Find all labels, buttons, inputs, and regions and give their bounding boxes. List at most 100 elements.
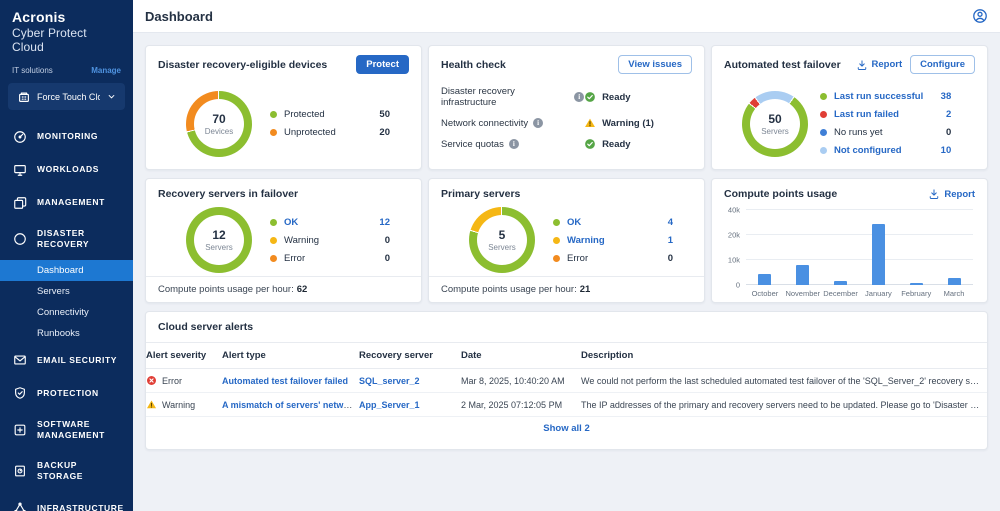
recovery-legend: OK 12 Warning 0 Error 0	[270, 217, 390, 264]
sidebar-item-backup-storage[interactable]: BACKUP STORAGE	[0, 451, 133, 492]
manage-link[interactable]: Manage	[91, 66, 121, 75]
legend-label[interactable]: OK	[284, 216, 299, 228]
alert-severity: Error	[146, 375, 216, 386]
sidebar-item-email-security[interactable]: EMAIL SECURITY	[0, 344, 133, 377]
alerts-title: Cloud server alerts	[146, 312, 987, 343]
nodes-icon	[12, 501, 27, 511]
sidebar-subitem-runbooks[interactable]: Runbooks	[37, 327, 80, 339]
alert-row: Error Automated test failover failed SQL_s…	[146, 368, 987, 393]
legend-item: Protected 50	[270, 109, 390, 120]
sidebar-item-management[interactable]: MANAGEMENT	[0, 186, 133, 219]
bolt-circle-icon	[12, 232, 27, 247]
info-icon[interactable]: i	[574, 92, 585, 102]
donut-value: 70	[212, 111, 226, 126]
check-circle-icon	[584, 138, 596, 150]
tenant-selected: Force Touch Cloud	[37, 91, 100, 102]
health-row: Service quotas i Ready	[441, 138, 692, 150]
legend-dot	[270, 236, 277, 244]
download-icon	[856, 59, 868, 71]
sidebar-item-protection[interactable]: PROTECTION	[0, 377, 133, 410]
failover-legend: Last run successful 38 Last run failed 2 No …	[820, 91, 951, 156]
legend-dot	[270, 111, 277, 118]
legend-value[interactable]: 10	[940, 145, 952, 156]
view-issues-button[interactable]: View issues	[618, 55, 692, 74]
donut-label: Servers	[205, 243, 233, 252]
chart-xtick-label: October	[751, 289, 779, 298]
chart-plot: 0 10k 20k 40k	[728, 206, 973, 290]
health-row: Network connectivity i Warning (1)	[441, 117, 692, 129]
chart-bar	[758, 273, 772, 285]
chart-x-labels: October November December January February Ma…	[746, 285, 973, 298]
card-title: Automated test failover	[724, 58, 841, 71]
tenant-selector[interactable]: Force Touch Cloud	[8, 83, 125, 110]
primary-legend: OK 4 Warning 1 Error 0	[553, 217, 673, 264]
sidebar-item-label: WORKLOADS	[37, 163, 100, 174]
alert-row: Warning A mismatch of servers' network...…	[146, 392, 987, 417]
sidebar-item-workloads[interactable]: WORKLOADS	[0, 153, 133, 186]
legend-value[interactable]: 4	[667, 216, 673, 228]
legend-label[interactable]: Warning	[567, 234, 605, 246]
legend-value[interactable]: 38	[940, 91, 952, 102]
protect-button[interactable]: Protect	[356, 55, 409, 74]
compute-points-footer: Compute points usage per hour: 62	[146, 276, 421, 302]
info-icon[interactable]: i	[508, 139, 519, 149]
card-primary-servers: Primary servers 5 Servers OK 4 Warning 1 Err…	[428, 178, 705, 303]
legend-label[interactable]: OK	[567, 216, 582, 228]
card-health-check: Health check View issues Disaster recove…	[428, 45, 705, 170]
chart-bar	[947, 277, 961, 285]
alerts-column-header: Recovery server	[359, 343, 461, 369]
card-title: Disaster recovery-eligible devices	[158, 58, 328, 71]
chart-gridline: 10k	[728, 256, 973, 265]
sidebar-item-infrastructure[interactable]: INFRASTRUCTURE	[0, 492, 133, 511]
legend-value[interactable]: 12	[379, 216, 390, 228]
legend-dot	[270, 254, 277, 262]
chart-xtick-label: November	[785, 289, 821, 298]
sidebar-item-label: SOFTWARE MANAGEMENT	[37, 418, 105, 441]
info-icon[interactable]: i	[533, 118, 544, 128]
sidebar-item-software-management[interactable]: SOFTWARE MANAGEMENT	[0, 410, 133, 451]
legend-label[interactable]: Last run failed	[834, 109, 899, 120]
chart-xtick-label: March	[943, 289, 965, 298]
card-title: Recovery servers in failover	[158, 188, 299, 200]
legend-dot	[553, 218, 560, 226]
recovery-server-link[interactable]: App_Server_1	[359, 399, 420, 410]
legend-label: Error	[284, 252, 306, 264]
sidebar-subitem-connectivity[interactable]: Connectivity	[37, 306, 89, 318]
legend-label: Unprotected	[284, 127, 336, 138]
legend-label[interactable]: Not configured	[834, 145, 902, 156]
legend-label[interactable]: Last run successful	[834, 91, 924, 102]
donut-value: 5	[498, 228, 506, 242]
legend-value[interactable]: 1	[667, 234, 673, 246]
account-icon[interactable]	[972, 8, 988, 24]
chart-ytick-label: 0	[735, 280, 740, 290]
configure-button[interactable]: Configure	[910, 55, 975, 74]
recovery-donut: 12 Servers	[186, 207, 252, 273]
legend-dot	[820, 111, 827, 118]
legend-value: 20	[379, 127, 390, 138]
donut-label: Servers	[488, 243, 516, 252]
chart-gridline: 0	[736, 281, 973, 290]
report-link[interactable]: Report	[856, 59, 902, 71]
legend-label: No runs yet	[834, 127, 883, 138]
brand-name: Acronis	[12, 9, 66, 25]
health-row: Disaster recovery infrastructure i Ready	[441, 86, 692, 108]
show-all-link[interactable]: Show all 2	[543, 423, 590, 434]
eligible-legend: Protected 50 Unprotected 20	[270, 109, 390, 138]
alerts-column-header: Description	[581, 343, 987, 369]
alert-type-link[interactable]: Automated test failover failed	[222, 375, 349, 386]
legend-value[interactable]: 2	[945, 109, 952, 120]
recovery-server-link[interactable]: SQL_server_2	[359, 375, 420, 386]
alert-type-link[interactable]: A mismatch of servers' network...	[222, 399, 359, 410]
sidebar-item-monitoring[interactable]: MONITORING	[0, 120, 133, 153]
topbar: Dashboard	[133, 0, 1000, 33]
primary-donut: 5 Servers	[469, 207, 535, 273]
sidebar-subitem-dashboard[interactable]: Dashboard	[0, 259, 133, 281]
donut-label: Servers	[761, 126, 789, 136]
sidebar-item-disaster-recovery[interactable]: DISASTER RECOVERY	[0, 219, 133, 260]
legend-dot	[820, 147, 827, 154]
health-status: Ready	[584, 138, 631, 150]
sidebar-subitem-servers[interactable]: Servers	[37, 285, 70, 297]
report-link[interactable]: Report	[928, 188, 975, 200]
legend-dot	[270, 129, 277, 136]
alert-date: 2 Mar, 2025 07:12:05 PM	[461, 392, 581, 417]
